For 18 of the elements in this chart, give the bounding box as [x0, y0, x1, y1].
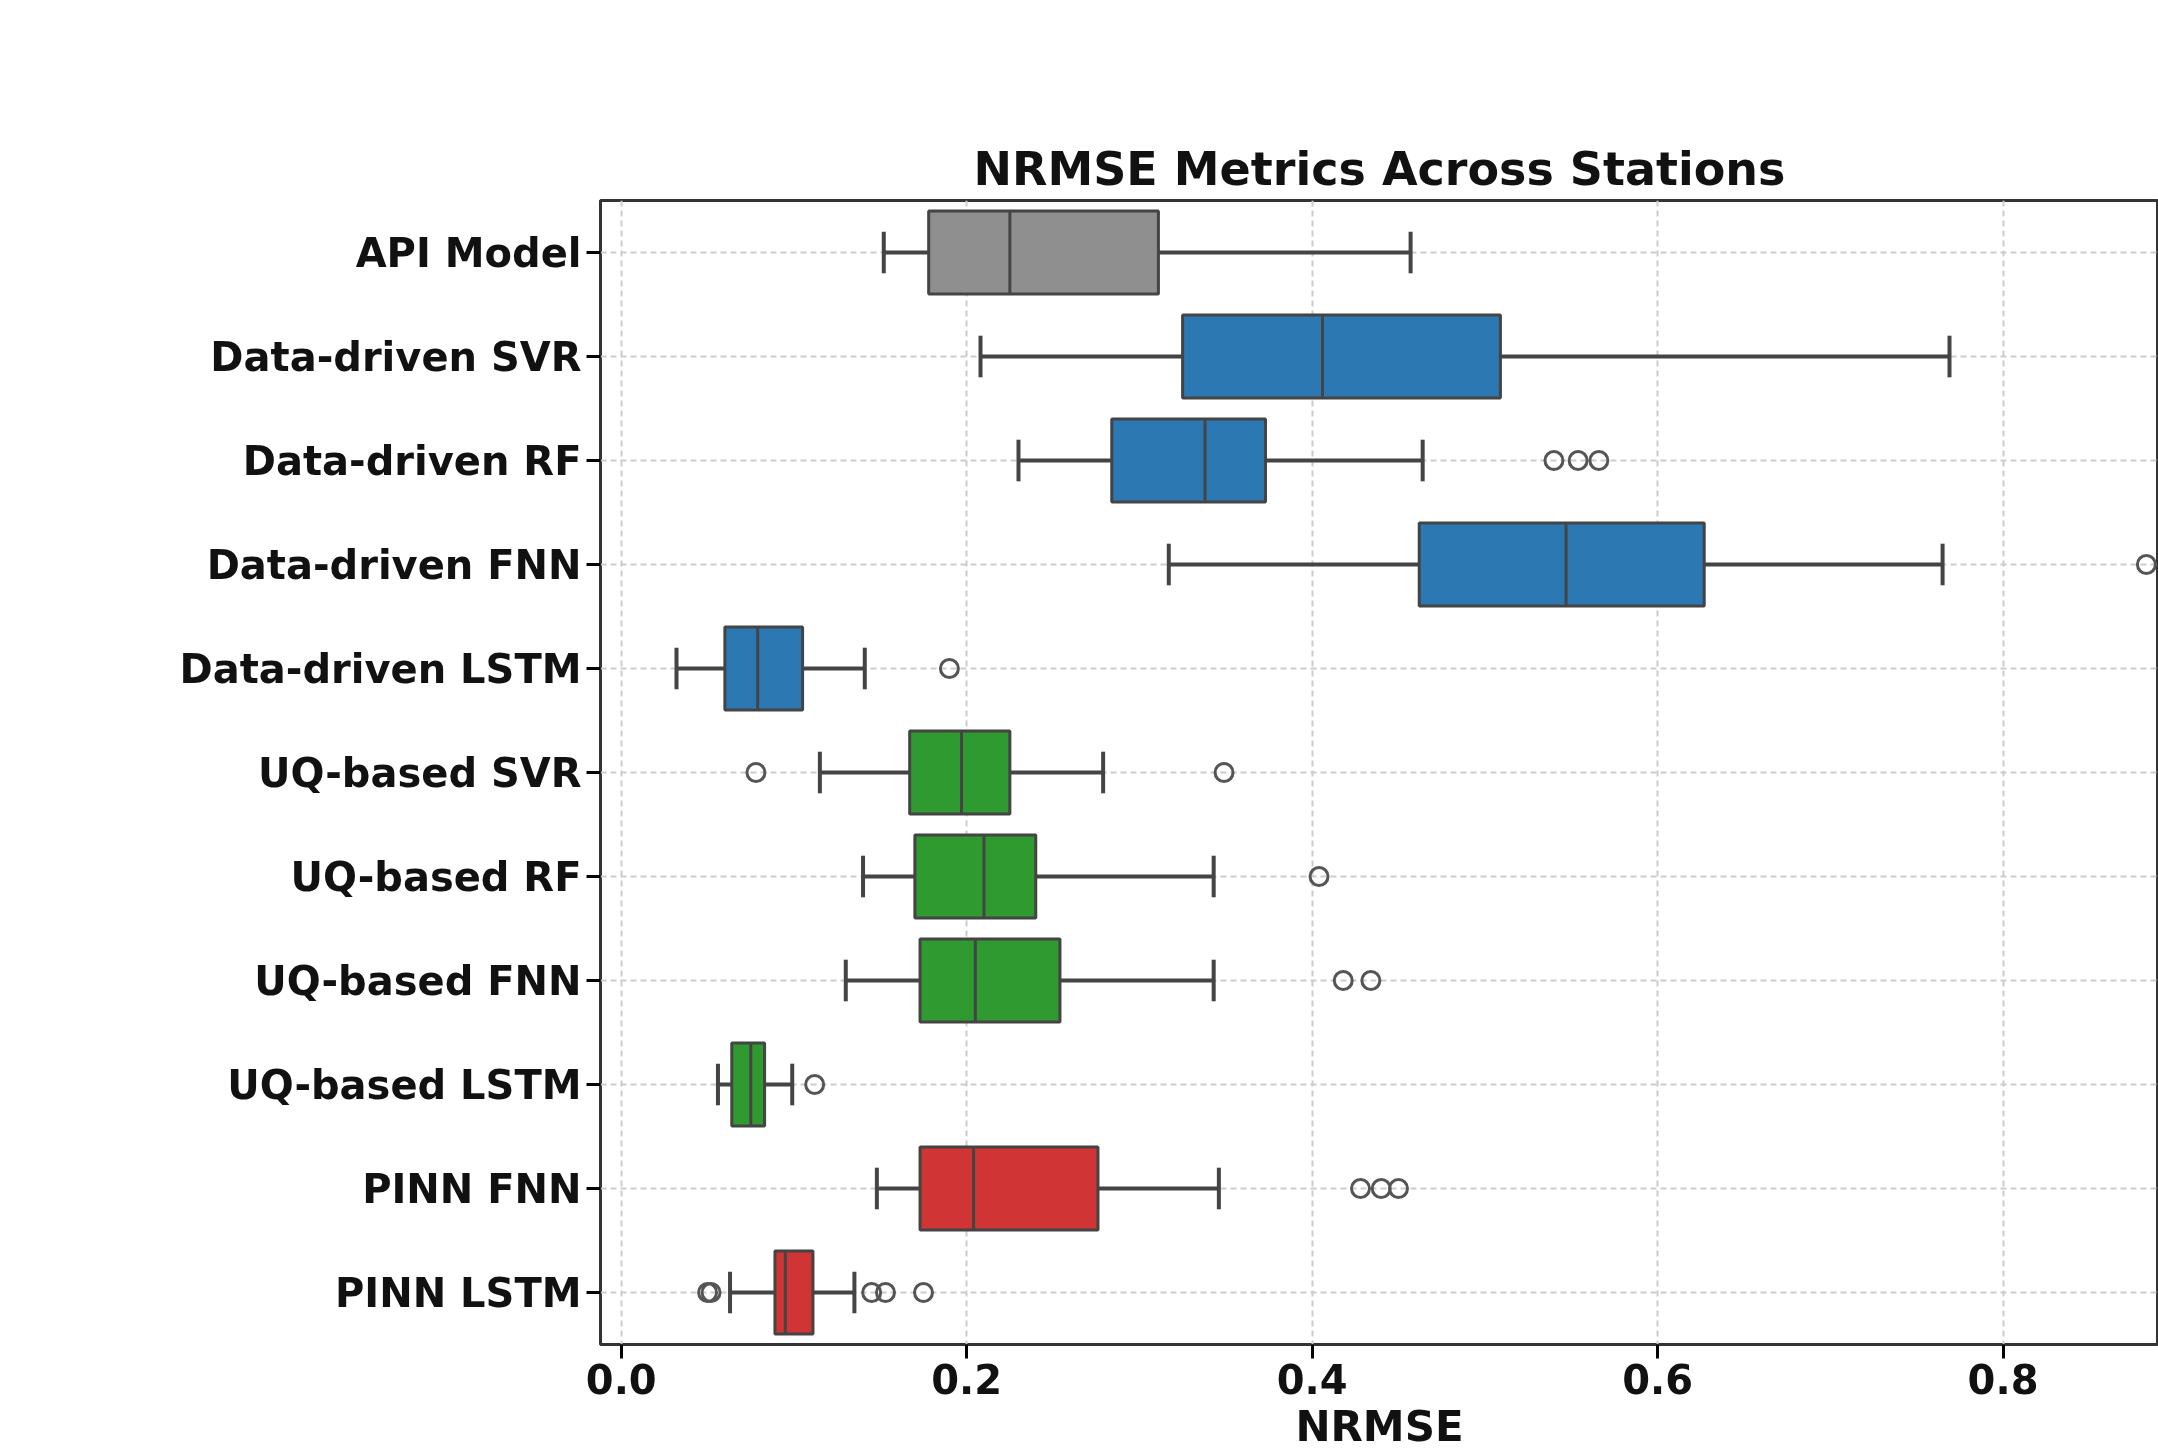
y-tick-label: Data-driven RF [242, 437, 582, 484]
y-tick-label: UQ-based SVR [257, 749, 582, 796]
x-axis-title: NRMSE [1295, 1401, 1464, 1451]
y-tick-label: Data-driven LSTM [179, 645, 582, 692]
y-tick-label: Data-driven FNN [206, 541, 582, 588]
y-tick-label: API Model [355, 229, 582, 276]
x-tick-label: 0.8 [1967, 1356, 2039, 1403]
y-tick-label: UQ-based LSTM [227, 1061, 582, 1108]
x-tick-label: 0.2 [931, 1356, 1003, 1403]
y-tick-label: PINN LSTM [335, 1269, 582, 1316]
x-tick-label: 0.4 [1276, 1356, 1348, 1403]
y-tick-label: UQ-based RF [290, 853, 582, 900]
y-tick-label: Data-driven SVR [210, 333, 582, 380]
y-tick-label: UQ-based FNN [254, 957, 582, 1004]
x-tick-label: 0.0 [585, 1356, 657, 1403]
x-tick-label: 0.6 [1622, 1356, 1694, 1403]
chart-title: NRMSE Metrics Across Stations [973, 141, 1786, 196]
y-tick-label: PINN FNN [362, 1165, 582, 1212]
